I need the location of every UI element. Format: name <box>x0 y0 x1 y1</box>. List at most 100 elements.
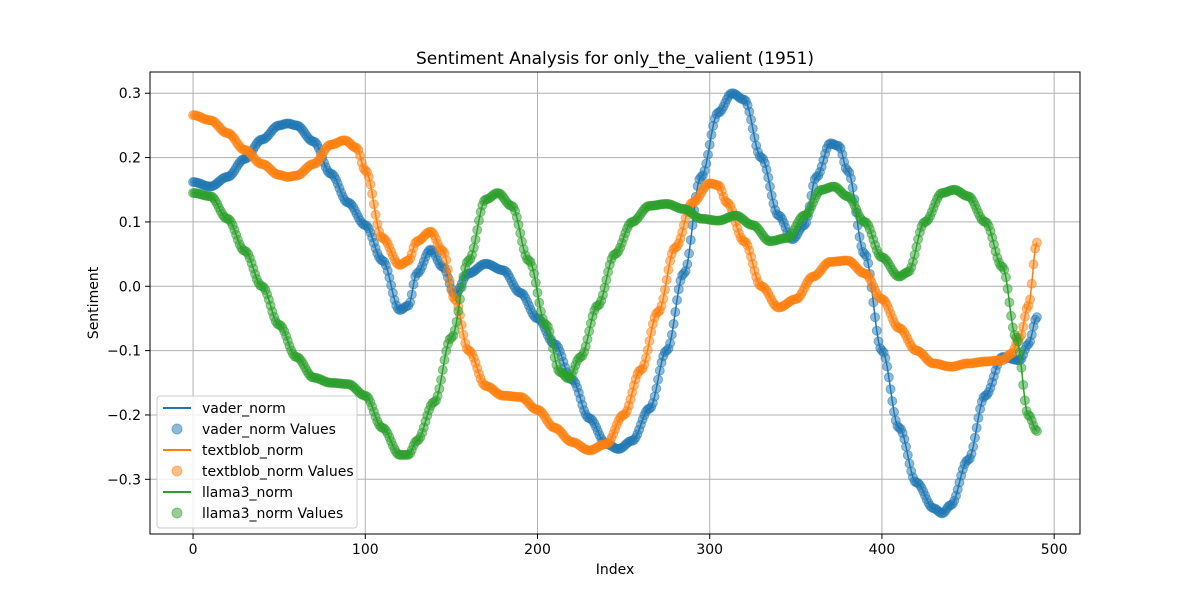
data-point <box>1026 329 1037 340</box>
data-point <box>599 282 610 293</box>
data-point <box>885 384 896 395</box>
data-point <box>548 343 558 354</box>
data-point <box>749 132 760 143</box>
data-point <box>646 327 657 338</box>
series-textblob_norm <box>188 110 1042 456</box>
data-point <box>451 316 462 327</box>
legend-label: textblob_norm <box>202 443 303 459</box>
data-point <box>902 450 913 461</box>
data-point <box>654 365 665 376</box>
legend-label: textblob_norm Values <box>202 464 354 480</box>
legend-marker-swatch <box>171 465 183 477</box>
x-tick-label: 500 <box>1041 542 1068 558</box>
data-point <box>684 248 695 259</box>
data-point <box>470 234 481 245</box>
data-point <box>436 374 447 385</box>
data-point <box>763 172 774 183</box>
data-point <box>672 295 682 306</box>
data-point <box>665 338 676 349</box>
data-point <box>653 374 664 385</box>
data-point <box>766 190 777 201</box>
data-point <box>883 372 894 383</box>
data-point <box>472 224 483 235</box>
data-point <box>663 264 674 275</box>
data-point <box>529 268 540 279</box>
data-point <box>659 284 670 295</box>
data-point <box>1002 283 1013 294</box>
data-point <box>1018 379 1029 390</box>
plot-frame <box>149 71 1081 535</box>
data-point <box>870 312 881 323</box>
x-tick-label: 0 <box>189 542 198 558</box>
legend-marker-swatch <box>171 423 183 435</box>
data-point <box>1018 321 1029 332</box>
data-point <box>1031 237 1042 248</box>
data-point <box>1026 278 1037 289</box>
y-tick-label: −0.1 <box>107 344 141 360</box>
data-point <box>468 242 479 253</box>
data-point <box>442 264 453 275</box>
data-point <box>761 164 772 175</box>
data-point <box>601 274 612 285</box>
data-point <box>584 326 595 337</box>
data-point <box>658 293 669 304</box>
data-point <box>546 334 557 345</box>
data-point <box>889 406 899 417</box>
data-point <box>458 329 469 340</box>
data-point <box>370 209 381 220</box>
data-point <box>365 179 376 190</box>
data-point <box>437 364 448 375</box>
data-point <box>651 383 662 394</box>
x-tick-label: 100 <box>352 542 379 558</box>
data-point <box>367 188 378 199</box>
data-point <box>666 329 677 340</box>
data-point <box>845 173 856 184</box>
data-point <box>973 412 984 423</box>
series-layer <box>188 88 1042 519</box>
data-point <box>513 219 524 230</box>
data-point <box>1031 312 1042 323</box>
x-tick-label: 400 <box>869 542 896 558</box>
data-point <box>444 275 455 286</box>
data-point <box>441 254 452 265</box>
data-point <box>406 289 417 300</box>
data-point <box>968 441 979 452</box>
data-point <box>449 325 460 336</box>
data-point <box>682 259 693 270</box>
data-point <box>854 231 865 242</box>
data-point <box>1004 297 1015 308</box>
series-llama3_norm <box>188 181 1042 460</box>
data-point <box>473 215 484 226</box>
y-axis-ticks: −0.3 −0.2 −0.1 0.0 0.1 0.2 0.3 <box>107 86 150 488</box>
data-point <box>532 287 543 298</box>
chart-title: Sentiment Analysis for only_the_valient … <box>416 49 814 69</box>
legend-label: llama3_norm Values <box>202 506 343 522</box>
data-point <box>534 297 545 308</box>
data-point <box>1019 311 1030 322</box>
legend-label: llama3_norm <box>202 485 293 501</box>
y-tick-label: 0.3 <box>119 86 141 102</box>
data-point <box>746 114 757 125</box>
x-tick-label: 200 <box>524 542 551 558</box>
data-point <box>703 149 713 160</box>
data-point <box>1013 336 1023 347</box>
data-point <box>458 271 469 282</box>
data-point <box>530 277 541 288</box>
y-tick-label: −0.3 <box>107 472 141 488</box>
data-point <box>1006 310 1017 321</box>
legend: vader_norm vader_norm Values textblob_norm… <box>156 395 358 529</box>
data-point <box>434 383 445 394</box>
data-point <box>453 306 464 317</box>
legend-label: vader_norm Values <box>202 422 336 438</box>
data-point <box>642 344 653 355</box>
data-point <box>668 318 679 329</box>
data-point <box>405 297 416 308</box>
data-point <box>408 279 419 290</box>
y-tick-label: 0.2 <box>119 151 141 167</box>
data-point <box>649 391 660 402</box>
data-point <box>901 441 912 452</box>
y-tick-label: 0.1 <box>119 215 141 231</box>
data-point <box>455 294 465 305</box>
